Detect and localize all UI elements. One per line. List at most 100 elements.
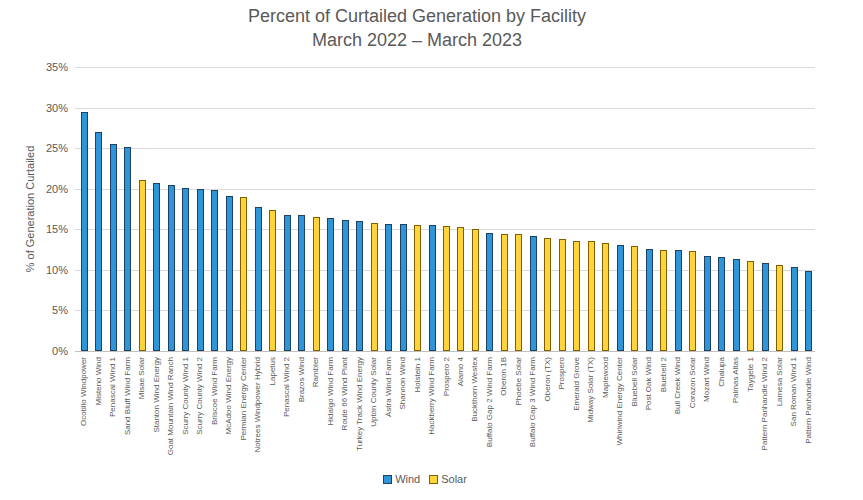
x-tick-label: Notrees Windpower Hybrid: [252, 357, 264, 469]
bar-solar: [240, 197, 247, 351]
bar-solar: [660, 250, 667, 351]
bar-wind: [124, 147, 131, 351]
bar-solar: [501, 234, 508, 351]
legend-swatch-wind: [383, 475, 392, 484]
x-tick-label: Mozart Wind: [701, 357, 713, 469]
bar-wind: [429, 225, 436, 351]
bar-solar: [269, 210, 276, 351]
bar-wind: [805, 271, 812, 351]
legend-item-solar: Solar: [429, 473, 467, 485]
x-tick-label: Ocotillo Windpower: [78, 357, 90, 469]
x-tick-label: San Roman Wind 1: [788, 357, 800, 469]
bar-solar: [689, 251, 696, 351]
x-tick-label: Post Oak Wind: [643, 357, 655, 469]
x-tick-label: Alamo 4: [455, 357, 467, 469]
x-tick-label: Turkey Track Wind Energy: [354, 357, 366, 469]
x-tick-label: Brazos Wind: [296, 357, 308, 469]
bar-wind: [704, 256, 711, 351]
bar-wind: [617, 245, 624, 351]
x-tick-label: Sand Bluff Wind Farm: [122, 357, 134, 469]
bar-solar: [139, 180, 146, 351]
bar-wind: [385, 224, 392, 351]
x-tick-label: Scurry County Wind 1: [180, 357, 192, 469]
x-tick-label: Holstein 1: [412, 357, 424, 469]
legend-label: Solar: [441, 473, 467, 485]
x-tick-label: Whirlwind Energy Center: [614, 357, 626, 469]
bar-wind: [95, 132, 102, 351]
x-tick-label: Misae Solar: [136, 357, 148, 469]
x-tick-label: Astra Wind Farm: [383, 357, 395, 469]
bar-wind: [168, 185, 175, 351]
gridline: [75, 148, 815, 149]
bar-wind: [400, 224, 407, 351]
bar-solar: [631, 246, 638, 351]
y-tick-label: 0%: [28, 346, 68, 357]
bar-wind: [356, 221, 363, 351]
bar-solar: [559, 239, 566, 351]
gridline: [75, 67, 815, 68]
bar-wind: [791, 267, 798, 351]
chart-title-line2: March 2022 – March 2023: [0, 28, 834, 52]
x-tick-label: Penascal Wind 1: [107, 357, 119, 469]
x-tick-label: Prospero: [556, 357, 568, 469]
x-tick-label: Buffalo Gap 2 Wind Farm: [484, 357, 496, 469]
x-tick-label: Pattern Panhandle Wind 2: [759, 357, 771, 469]
x-tick-label: Stanton Wind Energy: [151, 357, 163, 469]
x-tick-label: Buffalo Gap 3 Wind Farm: [527, 357, 539, 469]
x-tick-label: Upton County Solar: [368, 357, 380, 469]
x-tick-label: Hidalgo Wind Farm: [325, 357, 337, 469]
bar-solar: [544, 238, 551, 351]
bar-solar: [313, 217, 320, 351]
x-tick-label: Bull Creek Wind: [672, 357, 684, 469]
y-tick-label: 5%: [28, 305, 68, 316]
x-tick-label: Briscoe Wind Farm: [209, 357, 221, 469]
bar-solar: [457, 227, 464, 351]
x-tick-label: Bluebell 2: [658, 357, 670, 469]
bar-wind: [284, 215, 291, 351]
bar-wind: [197, 189, 204, 351]
bar-wind: [327, 218, 334, 351]
bar-wind: [733, 259, 740, 351]
y-tick-label: 25%: [28, 143, 68, 154]
x-tick-label: Goat Mountain Wind Ranch: [165, 357, 177, 469]
x-tick-label: Oberon 1B: [498, 357, 510, 469]
x-tick-label: Pattern Panhandle Wind: [803, 357, 815, 469]
legend-label: Wind: [395, 473, 420, 485]
bar-wind: [226, 196, 233, 351]
y-tick-label: 10%: [28, 265, 68, 276]
x-tick-label: Rambler: [310, 357, 322, 469]
bar-wind: [211, 190, 218, 351]
x-tick-label: Palmas Altas: [730, 357, 742, 469]
bar-solar: [588, 241, 595, 351]
x-tick-label: Emerald Grove: [571, 357, 583, 469]
bar-wind: [342, 220, 349, 351]
legend-item-wind: Wind: [383, 473, 420, 485]
bar-wind: [646, 249, 653, 351]
x-tick-label: Corazon Solar: [687, 357, 699, 469]
bar-solar: [515, 234, 522, 351]
x-tick-label: Phoebe Solar: [513, 357, 525, 469]
chart-title-line1: Percent of Curtailed Generation by Facil…: [0, 4, 834, 28]
y-tick-label: 15%: [28, 224, 68, 235]
x-tick-label: Route 66 Wind Plant: [339, 357, 351, 469]
bar-solar: [443, 226, 450, 351]
x-tick-label: Oberon (TX): [542, 357, 554, 469]
x-tick-label: Scurry County Wind 2: [194, 357, 206, 469]
chart-title: Percent of Curtailed Generation by Facil…: [0, 4, 834, 52]
bar-wind: [153, 183, 160, 351]
x-tick-label: Midway Solar (TX): [585, 357, 597, 469]
x-tick-label: McAdoo Wind Energy: [223, 357, 235, 469]
legend-swatch-solar: [429, 475, 438, 484]
bar-wind: [81, 112, 88, 351]
bar-wind: [718, 257, 725, 351]
legend: Wind Solar: [0, 473, 850, 485]
x-tick-label: Chalupa: [716, 357, 728, 469]
x-tick-label: Maplewood: [600, 357, 612, 469]
bar-solar: [573, 241, 580, 351]
bar-wind: [675, 250, 682, 351]
x-tick-label: Shannon Wind: [397, 357, 409, 469]
y-tick-label: 35%: [28, 62, 68, 73]
bar-solar: [602, 243, 609, 351]
bar-solar: [414, 225, 421, 351]
x-tick-label: Penascal Wind 2: [281, 357, 293, 469]
